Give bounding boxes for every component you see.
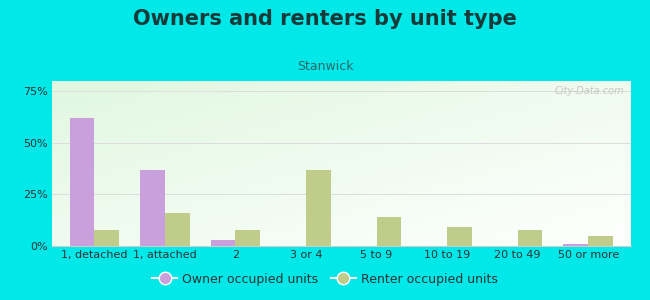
Bar [588, 236, 613, 246]
Bar [447, 227, 472, 246]
Text: Stanwick: Stanwick [297, 60, 353, 73]
Bar [306, 170, 331, 246]
Bar [70, 118, 94, 246]
Bar [235, 230, 260, 246]
Bar [140, 170, 165, 246]
Bar [376, 217, 401, 246]
Bar [211, 240, 235, 246]
Text: City-Data.com: City-Data.com [555, 86, 625, 96]
Bar [564, 244, 588, 246]
Legend: Owner occupied units, Renter occupied units: Owner occupied units, Renter occupied un… [148, 268, 502, 291]
Bar [165, 213, 190, 246]
Text: Owners and renters by unit type: Owners and renters by unit type [133, 9, 517, 29]
Bar [517, 230, 542, 246]
Bar [94, 230, 119, 246]
